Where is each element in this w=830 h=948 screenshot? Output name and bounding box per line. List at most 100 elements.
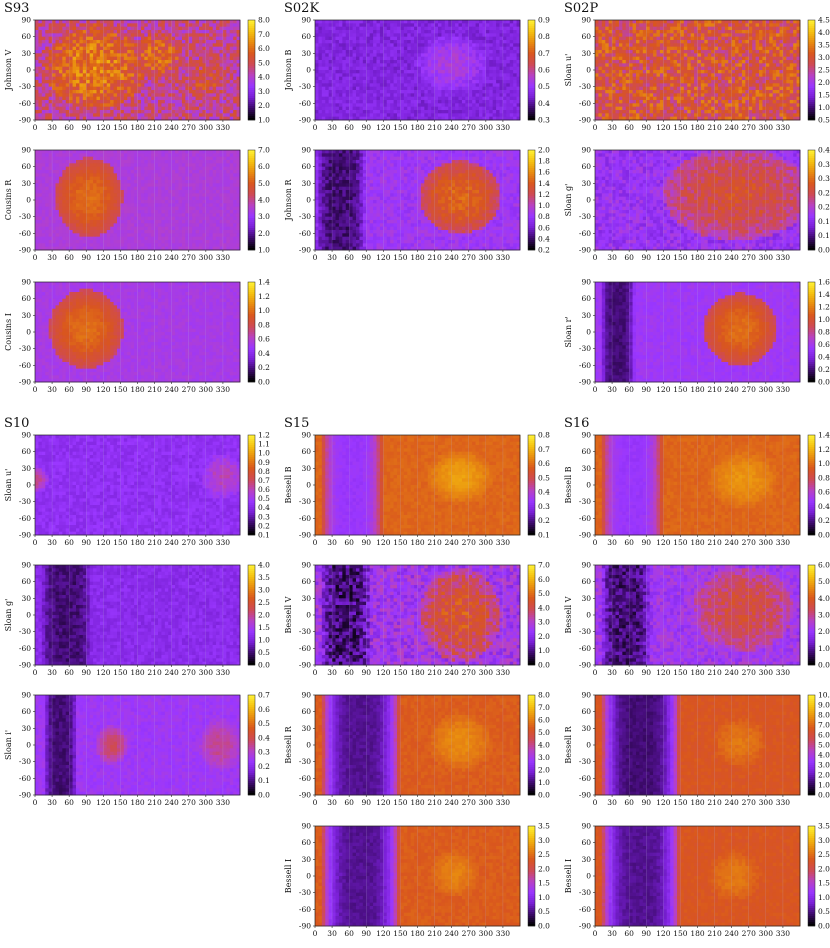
colorbar-tick-label: 0.5	[538, 473, 550, 482]
y-tick-label: -60	[579, 361, 591, 370]
colorbar-tick-label: 3.5	[818, 41, 830, 50]
x-tick-label: 60	[624, 123, 634, 132]
y-tick-label: -30	[19, 627, 31, 636]
colorbar: 0.8 0.7 0.6 0.5 0.4 0.3 0.2 0.1	[527, 431, 550, 540]
colorbar-tick-label: 3.0	[818, 761, 830, 770]
group-title: S15	[284, 416, 309, 431]
x-tick-label: 0	[593, 538, 598, 547]
y-tick-label: -30	[19, 344, 31, 353]
x-tick-label: 300	[759, 123, 774, 132]
y-tick-label: 60	[301, 577, 311, 586]
x-tick-label: 60	[624, 385, 634, 394]
x-tick-label: 300	[479, 668, 494, 677]
x-tick-label: 30	[47, 253, 57, 262]
x-tick-label: 180	[130, 253, 145, 262]
x-tick-label: 90	[361, 668, 371, 677]
colorbar-tick-label: 0.0	[538, 922, 550, 931]
x-tick-label: 240	[445, 123, 460, 132]
y-axis-label: Bessell R	[564, 725, 573, 763]
x-tick-label: 300	[199, 123, 214, 132]
x-tick-label: 60	[344, 929, 354, 938]
colorbar: 8.0 7.0 6.0 5.0 4.0 3.0 2.0 1.0	[247, 16, 270, 125]
y-tick-label: 0	[586, 196, 591, 205]
colorbar-tick-label: 0.6	[258, 485, 270, 494]
y-tick-label: 90	[581, 278, 591, 287]
y-tick-label: 90	[301, 691, 311, 700]
colorbar-tick-label: 0.6	[258, 335, 270, 344]
x-tick-label: 150	[393, 798, 408, 807]
y-tick-label: 0	[586, 611, 591, 620]
group-title: S10	[4, 416, 29, 431]
x-tick-label: 90	[81, 538, 91, 547]
x-tick-label: 30	[327, 668, 337, 677]
colorbar-tick-label: 0.6	[538, 459, 550, 468]
colorbar-tick-label: 1.0	[818, 459, 830, 468]
y-tick-label: 90	[581, 16, 591, 25]
y-tick-label: -90	[299, 531, 311, 540]
x-tick-label: 330	[776, 385, 791, 394]
x-tick-label: 0	[313, 123, 318, 132]
x-tick-label: 330	[216, 385, 231, 394]
colorbar-tick-label: 0.0	[258, 378, 270, 387]
x-tick-label: 180	[690, 253, 705, 262]
colorbar-tick-label: 2.5	[818, 66, 830, 75]
y-tick-label: -90	[299, 661, 311, 670]
x-tick-label: 60	[344, 538, 354, 547]
y-tick-label: -60	[299, 905, 311, 914]
x-tick-label: 240	[445, 798, 460, 807]
x-tick-label: 300	[479, 253, 494, 262]
x-tick-label: 30	[607, 123, 617, 132]
colorbar-tick-label: 1.4	[818, 290, 830, 299]
x-tick-label: 330	[776, 538, 791, 547]
colorbar-tick-label: 0.3	[538, 502, 550, 511]
y-tick-label: -90	[579, 116, 591, 125]
y-tick-label: -90	[579, 531, 591, 540]
colorbar-tick-label: 6.0	[818, 561, 830, 570]
colorbar-tick-label: 5.0	[818, 577, 830, 586]
colorbar-tick-label: 4.0	[818, 28, 830, 37]
colorbar-tick-label: 0.2	[258, 521, 270, 530]
colorbar-tick-label: 2.0	[818, 627, 830, 636]
y-axis-label: Sloan g'	[4, 599, 13, 632]
x-tick-label: 0	[313, 668, 318, 677]
x-tick-label: 330	[216, 798, 231, 807]
x-tick-label: 30	[47, 538, 57, 547]
colorbar-tick-label: 2.0	[538, 146, 550, 155]
colorbar-tick-label: 2.0	[538, 766, 550, 775]
x-tick-label: 150	[113, 668, 128, 677]
colorbar-tick-label: 1.6	[818, 278, 830, 287]
x-tick-label: 150	[393, 668, 408, 677]
colorbar-tick-label: 1.5	[258, 623, 270, 632]
y-tick-label: -30	[19, 82, 31, 91]
y-tick-label: 60	[581, 162, 591, 171]
x-tick-label: 300	[199, 538, 214, 547]
x-tick-label: 30	[47, 385, 57, 394]
x-tick-label: 270	[182, 538, 197, 547]
x-tick-label: 150	[673, 123, 688, 132]
colorbar-tick-label: 1.5	[818, 91, 830, 100]
y-tick-label: -90	[579, 922, 591, 931]
colorbar-tick-label: 1.0	[258, 449, 270, 458]
y-axis-label: Sloan r'	[564, 316, 573, 347]
colorbar-tick-label: 2.0	[258, 229, 270, 238]
colorbar-tick-label: 1.2	[258, 292, 270, 301]
y-tick-label: -30	[579, 344, 591, 353]
colorbar-tick-label: 3.0	[538, 836, 550, 845]
y-tick-label: 30	[21, 179, 31, 188]
x-tick-label: 150	[393, 123, 408, 132]
y-tick-label: 60	[301, 162, 311, 171]
colorbar-tick-label: 1.0	[258, 246, 270, 255]
x-tick-label: 210	[707, 929, 722, 938]
x-tick-label: 270	[182, 253, 197, 262]
colorbar-tick-label: 2.5	[258, 598, 270, 607]
x-tick-label: 120	[376, 798, 391, 807]
colorbar-tick-label: 3.0	[818, 836, 830, 845]
colorbar-tick-label: 1.0	[538, 893, 550, 902]
colorbar-tick-label: 1.5	[818, 879, 830, 888]
x-tick-label: 270	[742, 798, 757, 807]
y-tick-label: -60	[579, 644, 591, 653]
y-tick-label: 30	[301, 724, 311, 733]
x-tick-label: 300	[759, 385, 774, 394]
